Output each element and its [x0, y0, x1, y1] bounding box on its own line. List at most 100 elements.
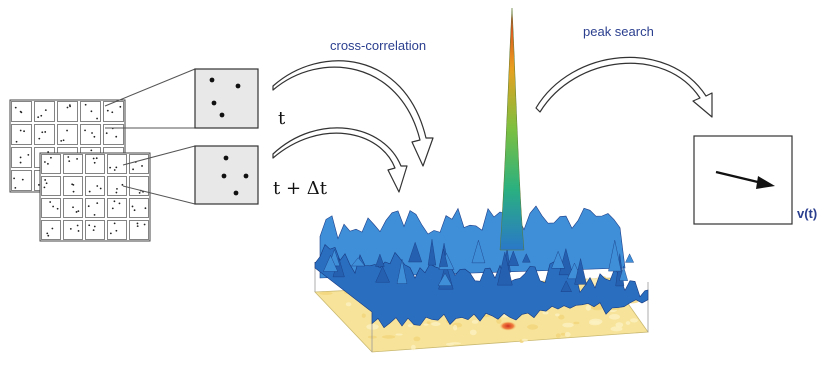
- surface-spike: [375, 266, 390, 283]
- particle-dot: [77, 230, 80, 232]
- particle-dot: [121, 183, 124, 186]
- floor-speckle: [562, 322, 574, 328]
- floor-speckle: [615, 322, 624, 328]
- particle-dot: [68, 160, 71, 163]
- particle-dot: [105, 132, 108, 135]
- particle-dot: [88, 224, 91, 227]
- surface-spike: [619, 265, 628, 281]
- floor-speckle: [345, 302, 352, 307]
- particle-dot: [76, 158, 78, 160]
- particle-dot: [93, 225, 96, 228]
- particle-dot: [106, 109, 109, 112]
- particle-dot: [45, 182, 48, 185]
- surface-spike: [507, 250, 519, 266]
- particle-dot: [21, 178, 24, 181]
- particle-dot: [93, 161, 96, 164]
- particle-dot: [76, 224, 79, 227]
- particle-dot: [116, 187, 118, 190]
- particle-dot: [14, 186, 17, 189]
- surface-spike: [560, 280, 572, 292]
- surface-spike: [375, 253, 385, 267]
- particle-dot: [66, 106, 69, 109]
- particle-dot: [56, 207, 59, 210]
- floor-speckle: [521, 338, 529, 342]
- particle-dot: [115, 191, 118, 194]
- particle-dot: [69, 227, 72, 230]
- grid-cell: [63, 154, 83, 174]
- grid-cell: [129, 154, 149, 174]
- floor-speckle: [469, 329, 477, 336]
- floor-peak-spot: [499, 321, 517, 331]
- floor-speckle: [558, 314, 565, 320]
- particle-dot: [87, 205, 90, 208]
- grid-cell: [11, 170, 32, 191]
- floor-speckle: [625, 321, 631, 325]
- grid-cell: [63, 220, 83, 240]
- particle-dot: [15, 140, 18, 143]
- particle-dot: [141, 165, 143, 167]
- particle-dot: [115, 135, 118, 138]
- particle-dot: [95, 157, 98, 160]
- particle-dot: [19, 156, 22, 159]
- correlation-plot: [314, 7, 649, 353]
- surface-spike: [522, 253, 531, 263]
- grid-cell: [80, 124, 101, 145]
- floor-speckle: [555, 333, 561, 339]
- label-peak-search: peak search: [583, 24, 654, 39]
- grid-cell: [103, 101, 124, 122]
- particle-dot: [91, 132, 93, 134]
- floor-speckle: [542, 311, 549, 315]
- grid-cell: [11, 124, 32, 145]
- floor-speckle: [366, 323, 379, 330]
- floor-speckle: [471, 320, 479, 324]
- curved-arrow-icon: [535, 56, 713, 118]
- particle-dot: [138, 191, 141, 194]
- particle-dot: [66, 129, 68, 132]
- floor-speckle: [411, 344, 416, 351]
- particle-dot: [113, 169, 116, 171]
- surface-spike: [551, 250, 565, 269]
- grid-cell: [129, 198, 149, 218]
- particle-dot: [44, 131, 47, 133]
- grid-cell: [85, 198, 105, 218]
- zoom-lines: [104, 68, 196, 205]
- particle-dot: [133, 209, 136, 212]
- floor-speckle: [395, 333, 403, 336]
- particle-dot: [38, 137, 41, 140]
- grid-cell: [63, 176, 83, 196]
- particle-dot: [84, 103, 87, 106]
- grid-cell: [41, 176, 61, 196]
- correlation-peak: [499, 7, 525, 251]
- particle-dot: [52, 205, 55, 208]
- particle-dot: [93, 135, 96, 138]
- surface-spike: [437, 272, 453, 286]
- particle-dot: [50, 156, 52, 159]
- surface-spike: [471, 239, 486, 264]
- particle-dot: [41, 131, 44, 134]
- label-t-dt: t + Δt: [273, 178, 328, 199]
- surface-spike: [323, 254, 339, 272]
- particle-dot: [92, 229, 95, 232]
- grid-cell: [107, 154, 127, 174]
- particle-dot: [136, 225, 139, 228]
- grid-cell: [107, 176, 127, 196]
- particle-dot: [47, 151, 50, 153]
- particle-dot: [96, 117, 98, 120]
- particle-dot: [37, 183, 40, 186]
- particle-dot: [111, 111, 114, 114]
- floor-speckle: [592, 307, 603, 311]
- grid-cell: [41, 198, 61, 218]
- particle-dot: [109, 232, 112, 235]
- particle-dot: [90, 149, 93, 152]
- velocity-arrow-icon: [715, 170, 775, 189]
- particle-dot: [111, 207, 114, 210]
- floor-speckle: [426, 321, 431, 325]
- particle-dot: [44, 109, 47, 112]
- particle-dot: [119, 105, 122, 108]
- floor-speckle: [585, 305, 592, 311]
- particle-dot: [90, 110, 93, 113]
- grid-cell: [107, 198, 127, 218]
- grid-cell: [80, 101, 101, 122]
- label-t: t: [278, 108, 286, 129]
